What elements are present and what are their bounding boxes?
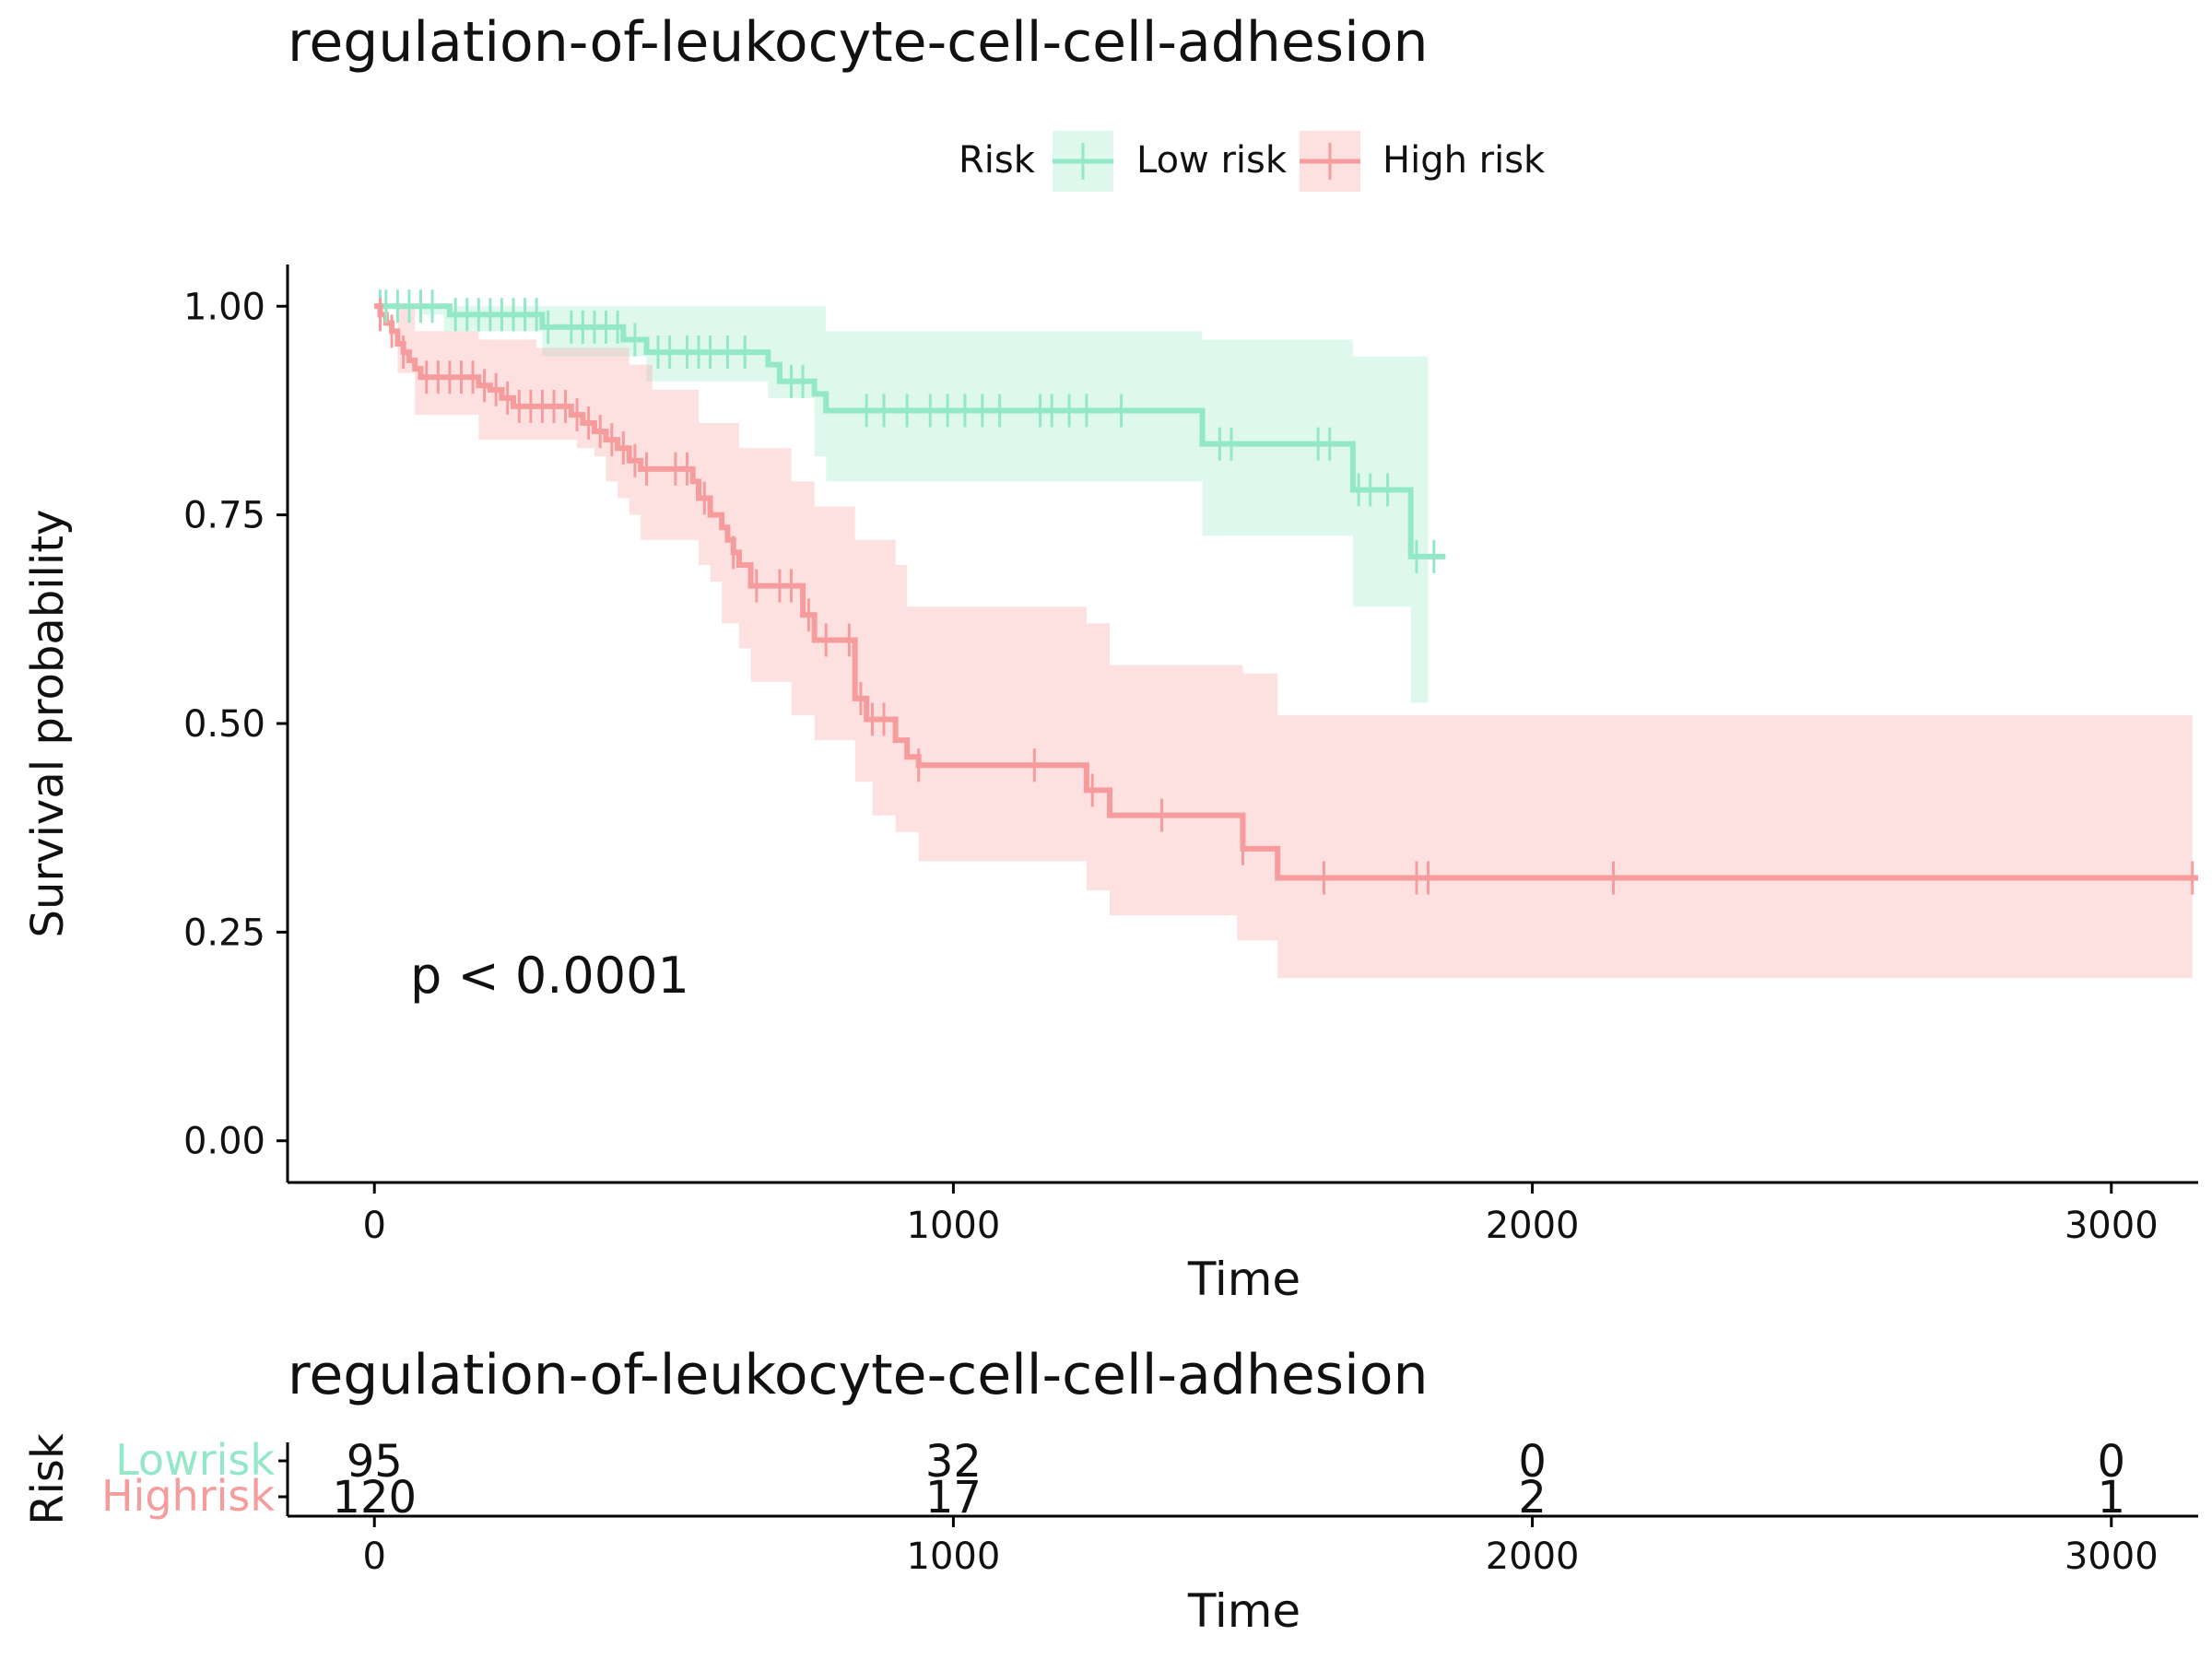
risk-count: 32 <box>925 1436 982 1488</box>
censor-marks <box>379 289 2194 895</box>
survival-curve-high-risk <box>374 303 2198 881</box>
p-value-annotation: p < 0.0001 <box>410 947 689 1005</box>
legend-label-high-risk: High risk <box>1382 139 1546 182</box>
survival-curves <box>374 303 2198 881</box>
x-axis-ticks: 0 1000 2000 3000 <box>363 1182 2159 1247</box>
legend-key-low-risk <box>1053 131 1113 192</box>
survival-curve-low-risk <box>374 303 1446 559</box>
risk-x-tick-label: 1000 <box>907 1535 1001 1578</box>
x-tick-label: 1000 <box>907 1205 1001 1247</box>
x-tick-label: 0 <box>363 1205 386 1247</box>
risk-count: 0 <box>2097 1436 2125 1488</box>
x-axis-title: Time <box>1187 1253 1300 1306</box>
risk-count: 95 <box>347 1436 403 1488</box>
y-axis-ticks: 0.00 0.25 0.50 0.75 1.00 <box>183 286 288 1163</box>
risk-table-title: regulation-of-leukocyte-cell-cell-adhesi… <box>288 1343 1428 1407</box>
confidence-band-high-risk <box>374 306 2193 979</box>
risk-table-y-axis-title: Risk <box>22 1433 74 1525</box>
confidence-band-low-risk <box>374 306 1429 703</box>
y-axis-title: Survival probability <box>22 510 74 938</box>
chart-title: regulation-of-leukocyte-cell-cell-adhesi… <box>288 10 1428 75</box>
y-tick-label: 0.25 <box>183 912 265 954</box>
risk-table-x-ticks: 0 1000 2000 3000 <box>363 1516 2159 1578</box>
legend-label-low-risk: Low risk <box>1136 139 1288 182</box>
risk-x-tick-label: 3000 <box>2065 1535 2159 1578</box>
y-tick-label: 0.00 <box>183 1121 265 1163</box>
x-tick-label: 3000 <box>2065 1205 2159 1247</box>
y-tick-label: 0.50 <box>183 703 265 746</box>
y-tick-label: 0.75 <box>183 495 265 537</box>
legend-title: Risk <box>959 139 1036 182</box>
risk-row-label: Lowrisk <box>115 1435 275 1485</box>
risk-table-x-axis-title: Time <box>1187 1584 1300 1638</box>
confidence-bands <box>374 306 2193 979</box>
y-tick-label: 1.00 <box>183 286 265 328</box>
risk-row-label: Highrisk <box>101 1471 275 1521</box>
risk-x-tick-label: 2000 <box>1486 1535 1580 1578</box>
risk-x-tick-label: 0 <box>363 1535 386 1578</box>
x-tick-label: 2000 <box>1486 1205 1580 1247</box>
risk-count: 0 <box>1518 1436 1547 1488</box>
legend: Risk Low risk High risk <box>959 131 1546 192</box>
legend-key-high-risk <box>1300 131 1360 192</box>
